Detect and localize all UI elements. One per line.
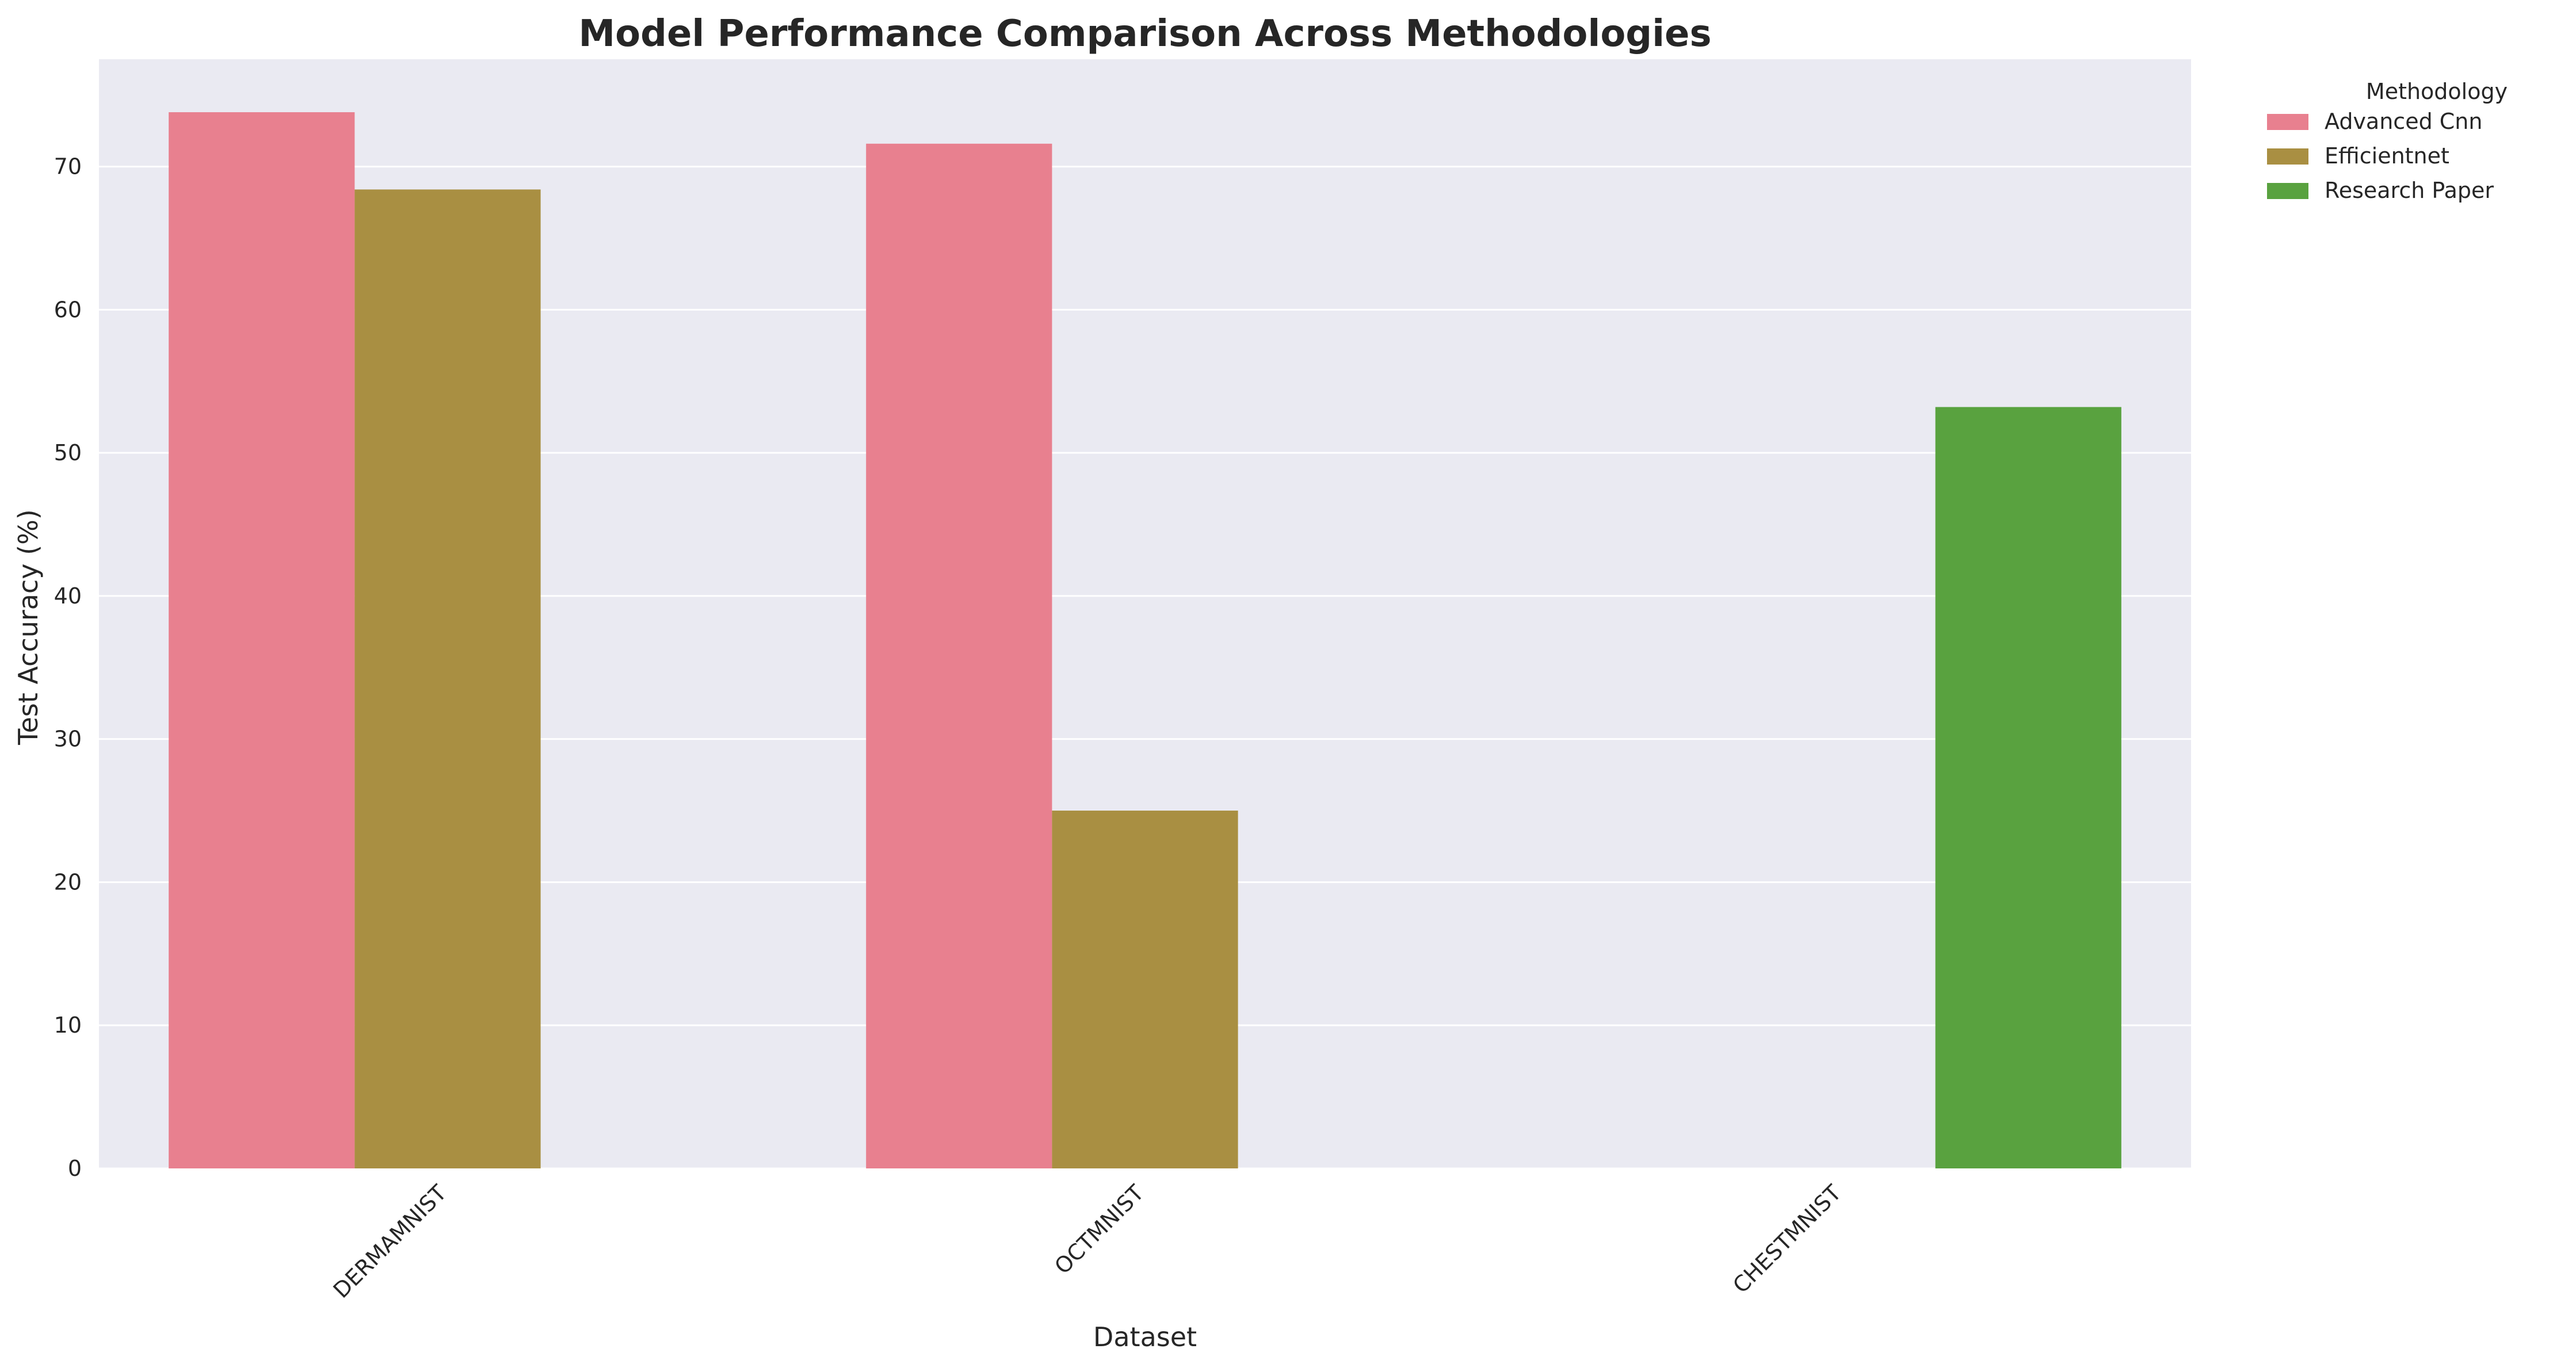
x-tick-label: OCTMNIST xyxy=(1050,1180,1149,1279)
legend: Methodology Advanced Cnn Efficientnet Rese… xyxy=(2267,79,2508,203)
y-tick-label: 60 xyxy=(54,297,82,322)
x-tick-label: CHESTMNIST xyxy=(1728,1180,1846,1298)
y-tick-label: 70 xyxy=(54,154,82,179)
bar-research-paper-chestmnist xyxy=(1935,407,2121,1169)
legend-title: Methodology xyxy=(2366,79,2508,104)
legend-label: Research Paper xyxy=(2325,178,2494,203)
bar-advanced-cnn-dermamnist xyxy=(169,112,355,1169)
y-tick-label: 50 xyxy=(54,440,82,465)
legend-swatch xyxy=(2267,183,2308,199)
y-tick-label: 0 xyxy=(68,1156,82,1181)
x-axis-label: Dataset xyxy=(1093,1321,1197,1352)
x-axis-ticks: DERMAMNIST OCTMNIST CHESTMNIST xyxy=(329,1180,1846,1303)
bar-advanced-cnn-octmnist xyxy=(866,143,1052,1169)
bar-efficientnet-octmnist xyxy=(1052,811,1238,1168)
y-axis-label: Test Accuracy (%) xyxy=(13,509,44,745)
legend-swatch xyxy=(2267,114,2308,130)
legend-label: Advanced Cnn xyxy=(2325,109,2482,134)
y-tick-label: 40 xyxy=(54,583,82,609)
y-tick-label: 10 xyxy=(54,1013,82,1038)
legend-label: Efficientnet xyxy=(2325,143,2449,169)
bar-efficientnet-dermamnist xyxy=(354,189,541,1168)
y-tick-label: 30 xyxy=(54,727,82,752)
legend-swatch xyxy=(2267,148,2308,165)
y-tick-label: 20 xyxy=(54,869,82,895)
y-axis-ticks: 0 10 20 30 40 50 60 70 xyxy=(54,154,82,1181)
bars xyxy=(169,112,2121,1169)
chart-title: Model Performance Comparison Across Meth… xyxy=(578,13,1711,55)
x-tick-label: DERMAMNIST xyxy=(329,1180,452,1303)
